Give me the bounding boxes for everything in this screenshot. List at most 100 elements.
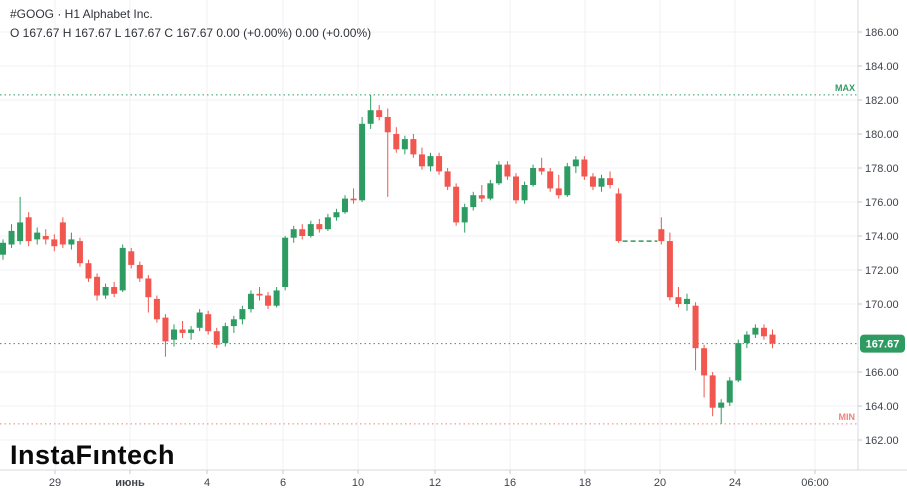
candle-body — [350, 198, 357, 201]
candle-body — [247, 293, 254, 310]
svg-text:167.67: 167.67 — [866, 339, 900, 351]
candle-body — [598, 178, 605, 187]
candle-body — [675, 297, 682, 304]
candle-body — [213, 331, 220, 345]
time-tick-label: 18 — [579, 477, 591, 489]
last-price-badge[interactable]: 167.67 — [860, 334, 905, 353]
candle-body — [102, 287, 109, 296]
candle-body — [68, 239, 75, 245]
candle-body — [290, 229, 297, 238]
candle-body — [735, 343, 742, 381]
candle-body — [153, 298, 160, 320]
level-lines — [0, 94, 858, 425]
time-tick-label: 6 — [280, 477, 286, 489]
candle-body — [401, 139, 408, 150]
candle-body — [17, 222, 24, 242]
candle-body — [359, 123, 366, 201]
candle-body — [436, 156, 443, 172]
candle-body — [0, 242, 6, 255]
candle-body — [607, 178, 614, 185]
candle-body — [34, 232, 41, 240]
candle-body — [666, 241, 673, 298]
price-tick-label: 178.00 — [865, 163, 899, 175]
candle-body — [239, 309, 246, 320]
ohlc-readout: O 167.67 H 167.67 L 167.67 C 167.67 0.00… — [10, 26, 372, 40]
candle-body — [188, 329, 195, 333]
candle-body — [145, 278, 152, 298]
candle-body — [111, 287, 118, 294]
time-tick-label: 16 — [504, 477, 516, 489]
candle-body — [196, 312, 203, 328]
candle-body — [59, 222, 66, 245]
time-tick-label: 20 — [654, 477, 666, 489]
candle-body — [718, 402, 725, 408]
time-tick-label: 06:00 — [801, 477, 829, 489]
candle-body — [487, 183, 494, 199]
candle-body — [136, 264, 143, 279]
candle-body — [265, 295, 272, 306]
candle-body — [547, 171, 554, 189]
price-tick-label: 164.00 — [865, 401, 899, 413]
time-axis[interactable]: 29 июнь 4 6 10 12 16 18 20 24 06:00 — [49, 470, 829, 489]
candle-body — [393, 134, 400, 150]
candle-body — [410, 139, 417, 155]
time-tick-label: 4 — [204, 477, 210, 489]
min-level-label: MIN — [839, 412, 856, 422]
candle-body — [752, 327, 759, 335]
chart-header: #GOOG · H1 Alphabet Inc. O 167.67 H 167.… — [10, 8, 371, 39]
candle-body — [94, 276, 101, 296]
candle-body — [555, 188, 562, 196]
candle-body — [444, 171, 451, 187]
price-tick-label: 174.00 — [865, 231, 899, 243]
symbol-title: #GOOG · H1 Alphabet Inc. — [10, 7, 153, 21]
candle-body — [461, 207, 468, 223]
candle-body — [769, 334, 776, 344]
candle-body — [25, 217, 32, 242]
candle-body — [692, 305, 699, 349]
candle-body — [299, 229, 306, 236]
candle-body — [205, 314, 212, 332]
candle-body — [760, 327, 767, 337]
candle-body — [701, 348, 708, 376]
price-tick-label: 186.00 — [865, 27, 899, 39]
candle-body — [179, 329, 186, 333]
candles[interactable] — [0, 94, 776, 424]
candle-body — [171, 329, 177, 340]
time-tick-label: 12 — [429, 477, 441, 489]
candle-body — [453, 186, 460, 223]
price-axis[interactable]: 186.00 184.00 182.00 180.00 178.00 176.00 174.… — [858, 27, 899, 447]
candle-body — [589, 176, 596, 187]
candle-body — [470, 195, 477, 208]
candle-body — [513, 176, 519, 201]
candle-body — [119, 247, 126, 291]
time-tick-label: 24 — [729, 477, 741, 489]
price-tick-label: 166.00 — [865, 367, 899, 379]
candle-body — [495, 164, 502, 184]
candle-body — [615, 193, 622, 242]
grid-lines — [0, 0, 858, 470]
candle-body — [427, 156, 434, 167]
candle-body — [42, 236, 49, 240]
candle-body — [316, 224, 323, 230]
price-tick-label: 176.00 — [865, 197, 899, 209]
candle-body — [581, 159, 588, 177]
candle-body — [367, 110, 374, 124]
candle-body — [564, 166, 571, 196]
candle-body — [282, 237, 289, 287]
price-tick-label: 162.00 — [865, 435, 899, 447]
price-tick-label: 172.00 — [865, 265, 899, 277]
candle-body — [530, 168, 537, 185]
price-tick-label: 182.00 — [865, 95, 899, 107]
candle-body — [128, 251, 135, 265]
price-tick-label: 180.00 — [865, 129, 899, 141]
candle-body — [658, 229, 665, 242]
candle-body — [726, 380, 733, 403]
candle-body — [521, 185, 528, 201]
candle-body — [8, 230, 15, 245]
candle-body — [538, 168, 545, 172]
candle-body — [256, 293, 263, 296]
candle-body — [333, 212, 340, 218]
candle-body — [478, 195, 485, 199]
candle-body — [273, 290, 280, 306]
